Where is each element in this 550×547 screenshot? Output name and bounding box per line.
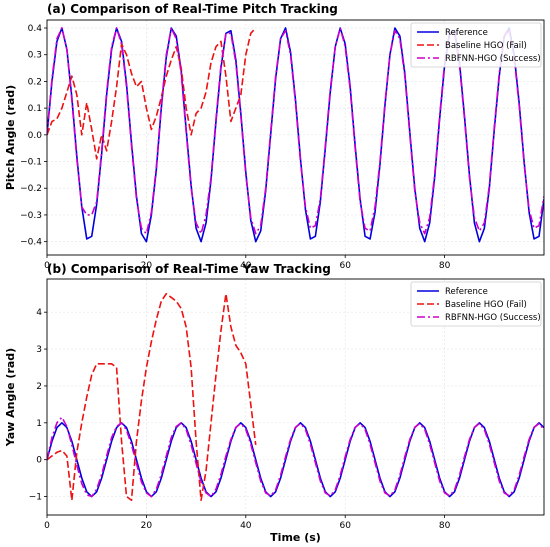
x-tick-label: 0 (44, 261, 50, 271)
x-tick-label: 20 (141, 521, 153, 531)
x-axis-label: Time (s) (270, 531, 321, 544)
y-tick-label: −0.4 (20, 238, 42, 248)
legend-label: Baseline HGO (Fail) (445, 300, 527, 310)
legend-box (410, 281, 542, 327)
y-tick-label: 2 (36, 382, 42, 392)
chart-title: (b) Comparison of Real-Time Yaw Tracking (47, 262, 331, 276)
x-tick-label: 80 (439, 521, 451, 531)
x-tick-label: 0 (44, 521, 50, 531)
series-line (47, 416, 544, 498)
y-tick-label: −0.1 (20, 158, 42, 168)
legend-label: Baseline HGO (Fail) (445, 41, 527, 51)
y-tick-label: 1 (36, 419, 42, 429)
x-tick-label: 20 (141, 261, 153, 271)
series-group (47, 27, 544, 243)
series-line (47, 27, 544, 235)
series-line (47, 292, 257, 502)
y-tick-label: 0 (36, 456, 42, 466)
legend: Reference Baseline HGO (Fail) RBFNN-HGO (S… (410, 22, 542, 68)
legend-box (410, 22, 542, 68)
x-tick-label: 40 (240, 261, 252, 271)
chart-title: (a) Comparison of Real-Time Pitch Tracki… (47, 2, 338, 16)
legend-label: Reference (445, 28, 488, 38)
y-axis-label: Pitch Angle (rad) (4, 85, 17, 190)
legend-label: Reference (445, 287, 488, 297)
y-tick-label: 4 (36, 308, 42, 318)
series-line (47, 27, 257, 160)
x-tick-label: 60 (339, 521, 351, 531)
legend-label: RBFNN-HGO (Success) (445, 54, 541, 64)
plot-frame (46, 278, 545, 516)
y-tick-label: −0.2 (20, 184, 42, 194)
y-tick-label: 0.4 (28, 24, 43, 34)
x-tick-label: 40 (240, 521, 252, 531)
y-tick-label: −0.3 (20, 211, 42, 221)
plot-frame (46, 19, 545, 256)
x-tick-label: 80 (439, 261, 451, 271)
series-group (47, 292, 544, 502)
y-tick-label: 0.1 (28, 104, 42, 114)
legend: Reference Baseline HGO (Fail) RBFNN-HGO (S… (410, 281, 542, 327)
legend-label: RBFNN-HGO (Success) (445, 313, 541, 323)
y-tick-label: 3 (36, 345, 42, 355)
x-tick-label: 60 (339, 261, 351, 271)
y-tick-label: 0.3 (28, 51, 42, 61)
y-tick-label: 0.2 (28, 77, 42, 87)
pitch-panel: −0.4 −0.3 −0.2 −0.1 0.0 0.1 0.2 0.3 0.4 0 20 40 60 80… (4, 2, 545, 271)
y-axis-label: Yaw Angle (rad) (4, 348, 17, 447)
y-tick-label: −1 (29, 493, 42, 503)
y-tick-label: 0.0 (28, 131, 43, 141)
